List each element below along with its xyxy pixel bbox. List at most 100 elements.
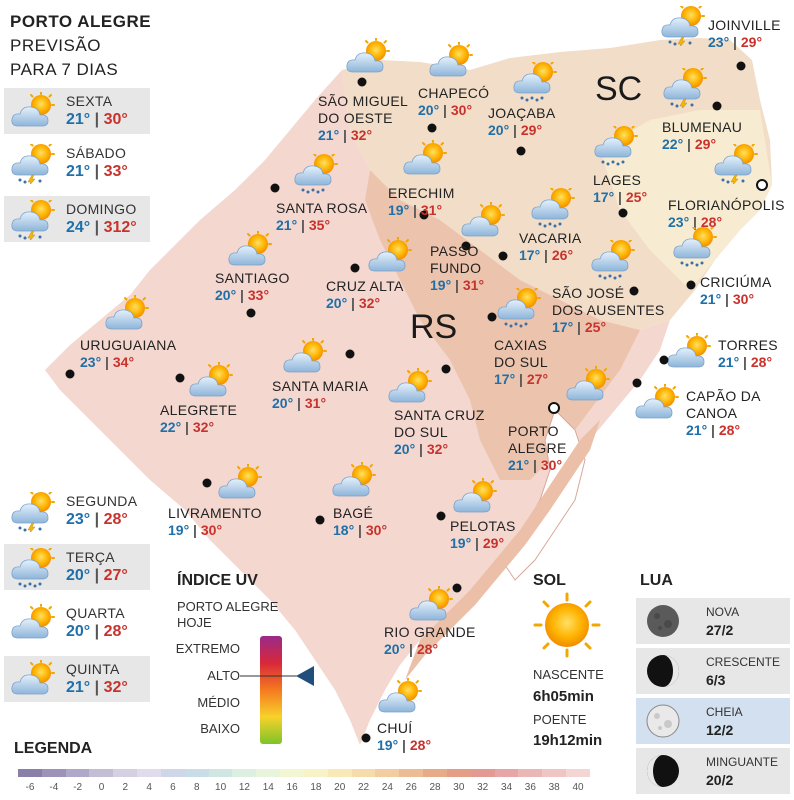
- temp-max: 29°: [741, 34, 762, 50]
- temp-max: 30°: [451, 102, 472, 118]
- day-name: SEGUNDA: [66, 493, 138, 509]
- city-marker-icon: [618, 208, 628, 218]
- city-marker-icon: [175, 373, 185, 383]
- temp-separator: |: [90, 163, 104, 180]
- day-forecast-quinta: QUINTA 21° | 32°: [4, 656, 150, 702]
- rain-sun-icon: [10, 548, 60, 588]
- temp-max: 31°: [421, 202, 442, 218]
- city-marker-icon: [270, 183, 280, 193]
- legend-color-bar: [18, 769, 590, 777]
- temp-max: 25°: [585, 319, 606, 335]
- city-temps: 20° | 29°: [488, 122, 542, 138]
- legend-swatch: [208, 769, 233, 777]
- city-temps: 20° | 32°: [394, 441, 448, 457]
- temp-separator: |: [409, 202, 421, 218]
- city-name: ALEGRE: [508, 440, 567, 456]
- crescent-moon-icon: [647, 655, 679, 687]
- legend-swatch: [256, 769, 281, 777]
- temp-min: 21°: [66, 163, 91, 180]
- temp-max: 29°: [521, 122, 542, 138]
- sunrise-time: 6h05min: [533, 688, 594, 705]
- temp-min: 20°: [326, 295, 347, 311]
- moon-phase-name: MINGUANTE: [706, 755, 778, 769]
- temp-separator: |: [398, 737, 410, 753]
- temp-separator: |: [90, 219, 104, 236]
- temp-max: 31°: [463, 277, 484, 293]
- temp-separator: |: [347, 295, 359, 311]
- legend-tick-label: 38: [548, 782, 560, 793]
- city-marker-icon: [65, 369, 75, 379]
- temp-separator: |: [509, 122, 521, 138]
- temp-separator: |: [354, 522, 366, 538]
- city-name: ALEGRETE: [160, 402, 237, 418]
- temp-max: 34°: [113, 354, 134, 370]
- city-name: PORTO: [508, 423, 559, 439]
- legend-swatch: [375, 769, 400, 777]
- temp-max: 28°: [719, 422, 740, 438]
- day-temps: 23° | 28°: [66, 511, 128, 529]
- temp-min: 20°: [394, 441, 415, 457]
- city-name: SÃO MIGUEL: [318, 93, 408, 109]
- moon-phase-name: NOVA: [706, 605, 740, 619]
- temp-max: 30°: [733, 291, 754, 307]
- city-name: PELOTAS: [450, 518, 516, 534]
- city-name: VACARIA: [519, 230, 582, 246]
- temp-separator: |: [293, 395, 305, 411]
- legend-tick-label: 30: [453, 782, 465, 793]
- sun-title: SOL: [533, 572, 566, 589]
- temp-max: 32°: [103, 679, 128, 696]
- capital-marker-icon: [548, 402, 560, 414]
- temp-min: 20°: [418, 102, 439, 118]
- capital-marker-icon: [756, 179, 768, 191]
- city-marker-icon: [436, 511, 446, 521]
- uv-gradient-bar: [260, 636, 282, 744]
- legend-tick-label: 12: [238, 782, 250, 793]
- partly-cloudy-icon: [636, 384, 678, 418]
- day-name: QUINTA: [66, 661, 120, 677]
- temp-max: 27°: [527, 371, 548, 387]
- city-name: BLUMENAU: [662, 119, 742, 135]
- legend-tick-label: 4: [146, 782, 152, 793]
- city-marker-icon: [712, 101, 722, 111]
- sunset-label: POENTE: [533, 712, 587, 727]
- legend-tick-label: 14: [262, 782, 274, 793]
- city-name: CRICIÚMA: [700, 274, 772, 290]
- legend-tick-label: 26: [405, 782, 417, 793]
- legend-swatch: [41, 769, 66, 777]
- city-marker-icon: [632, 378, 642, 388]
- legend-swatch: [518, 769, 543, 777]
- temp-min: 20°: [488, 122, 509, 138]
- temp-separator: |: [573, 319, 585, 335]
- city-temps: 23° | 34°: [80, 354, 134, 370]
- temp-min: 21°: [718, 354, 739, 370]
- legend-tick-label: 22: [358, 782, 370, 793]
- legend-swatch: [232, 769, 257, 777]
- city-temps: 17° | 25°: [552, 319, 606, 335]
- temp-max: 30°: [201, 522, 222, 538]
- day-name: DOMINGO: [66, 201, 137, 217]
- city-temps: 18° | 30°: [333, 522, 387, 538]
- temp-min: 17°: [494, 371, 515, 387]
- temp-max: 28°: [103, 511, 128, 528]
- city-marker-icon: [686, 280, 696, 290]
- uv-scale: [240, 636, 314, 744]
- legend-tick-label: 24: [381, 782, 393, 793]
- city-temps: 21° | 28°: [686, 422, 740, 438]
- temp-max: 28°: [410, 737, 431, 753]
- temp-separator: |: [297, 217, 309, 233]
- temp-separator: |: [683, 136, 695, 152]
- moon-phase-date: 20/2: [706, 772, 734, 788]
- legend-swatch: [423, 769, 447, 777]
- storm-sun-icon: [10, 144, 60, 184]
- temp-separator: |: [90, 511, 104, 528]
- uv-pointer-icon: [296, 666, 314, 686]
